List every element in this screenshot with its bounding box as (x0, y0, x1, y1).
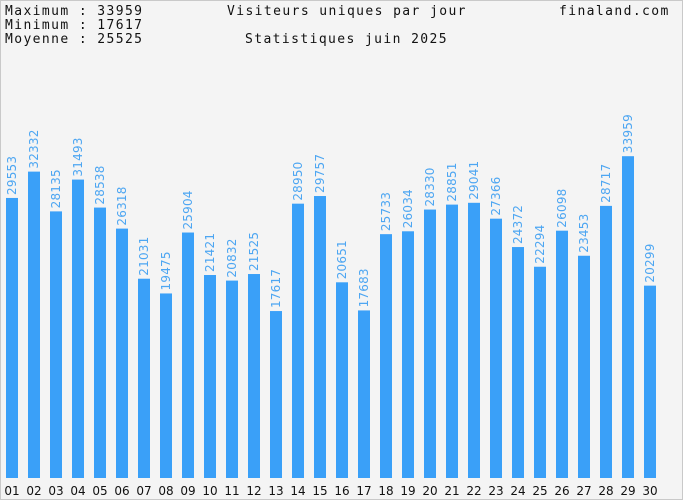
value-label-day-30: 20299 (643, 243, 657, 282)
x-tick-label-18: 18 (378, 484, 393, 498)
x-tick-label-21: 21 (444, 484, 459, 498)
value-label-day-23: 27366 (489, 176, 503, 215)
x-tick-label-23: 23 (488, 484, 503, 498)
bar-day-16 (336, 282, 348, 478)
x-tick-label-16: 16 (334, 484, 349, 498)
value-label-day-03: 28135 (49, 169, 63, 208)
bar-day-29 (622, 156, 634, 478)
value-label-day-02: 32332 (27, 129, 41, 168)
minimum-stat: Minimum : 17617 (5, 18, 144, 33)
x-tick-label-08: 08 (158, 484, 173, 498)
x-tick-label-13: 13 (268, 484, 283, 498)
value-label-day-17: 17683 (357, 268, 371, 307)
x-tick-label-24: 24 (510, 484, 525, 498)
x-tick-label-04: 04 (70, 484, 85, 498)
site-name: finaland.com (559, 4, 670, 19)
x-tick-label-29: 29 (620, 484, 635, 498)
x-tick-label-27: 27 (576, 484, 591, 498)
maximum-stat: Maximum : 33959 (5, 4, 144, 19)
x-tick-label-01: 01 (4, 484, 19, 498)
bar-day-07 (138, 278, 150, 478)
bar-day-14 (292, 203, 304, 478)
bar-day-02 (28, 171, 40, 478)
value-label-day-11: 20832 (225, 238, 239, 277)
x-tick-label-11: 11 (224, 484, 239, 498)
value-label-day-13: 17617 (269, 269, 283, 308)
value-label-day-27: 23453 (577, 214, 591, 253)
x-tick-label-07: 07 (136, 484, 151, 498)
bar-day-26 (556, 230, 568, 478)
bar-day-25 (534, 266, 546, 478)
x-tick-label-05: 05 (92, 484, 107, 498)
bar-day-01 (6, 197, 18, 479)
value-label-day-14: 28950 (291, 161, 305, 200)
value-label-day-15: 29757 (313, 154, 327, 193)
value-label-day-08: 19475 (159, 251, 173, 290)
value-label-day-05: 28538 (93, 165, 107, 204)
value-label-day-29: 33959 (621, 114, 635, 153)
x-tick-label-14: 14 (290, 484, 305, 498)
value-label-day-07: 21031 (137, 237, 151, 276)
value-label-day-16: 20651 (335, 240, 349, 279)
bar-day-04 (72, 179, 84, 478)
value-label-day-25: 22294 (533, 225, 547, 264)
x-tick-label-20: 20 (422, 484, 437, 498)
x-tick-label-30: 30 (642, 484, 657, 498)
bar-day-09 (182, 232, 194, 478)
x-tick-label-17: 17 (356, 484, 371, 498)
bar-day-27 (578, 255, 590, 478)
bar-day-23 (490, 218, 502, 479)
bar-day-19 (402, 231, 414, 478)
value-label-day-26: 26098 (555, 189, 569, 228)
x-tick-label-03: 03 (48, 484, 63, 498)
x-tick-label-25: 25 (532, 484, 547, 498)
chart-subtitle: Statistiques juin 2025 (245, 32, 448, 47)
x-tick-label-19: 19 (400, 484, 415, 498)
bar-day-17 (358, 310, 370, 478)
value-label-day-18: 25733 (379, 192, 393, 231)
value-label-day-21: 28851 (445, 162, 459, 201)
value-label-day-06: 26318 (115, 186, 129, 225)
x-tick-label-28: 28 (598, 484, 613, 498)
bar-day-06 (116, 228, 128, 478)
bar-day-08 (160, 293, 172, 478)
bar-day-12 (248, 274, 260, 478)
x-tick-label-26: 26 (554, 484, 569, 498)
value-label-day-20: 28330 (423, 167, 437, 206)
bar-day-21 (446, 204, 458, 479)
bar-day-10 (204, 275, 216, 478)
x-tick-label-12: 12 (246, 484, 261, 498)
bar-day-11 (226, 280, 238, 478)
value-label-day-24: 24372 (511, 205, 525, 244)
x-tick-label-15: 15 (312, 484, 327, 498)
chart-title: Visiteurs uniques par jour (227, 4, 467, 19)
bar-day-24 (512, 247, 524, 478)
bar-day-03 (50, 211, 62, 478)
x-tick-label-02: 02 (26, 484, 41, 498)
value-label-day-28: 28717 (599, 164, 613, 203)
bar-day-15 (314, 196, 326, 478)
bar-day-22 (468, 202, 480, 479)
average-stat: Moyenne : 25525 (5, 32, 144, 47)
bar-day-20 (424, 209, 436, 478)
x-tick-label-10: 10 (202, 484, 217, 498)
bar-day-28 (600, 205, 612, 478)
value-label-day-10: 21421 (203, 233, 217, 272)
value-label-day-19: 26034 (401, 189, 415, 228)
x-tick-label-06: 06 (114, 484, 129, 498)
value-label-day-01: 29553 (5, 156, 19, 195)
value-label-day-22: 29041 (467, 161, 481, 200)
value-label-day-04: 31493 (71, 137, 85, 176)
x-tick-label-22: 22 (466, 484, 481, 498)
bar-day-13 (270, 311, 282, 478)
bar-day-05 (94, 207, 106, 478)
x-tick-label-09: 09 (180, 484, 195, 498)
value-label-day-09: 25904 (181, 190, 195, 229)
value-label-day-12: 21525 (247, 232, 261, 271)
bar-day-30 (644, 285, 656, 478)
bar-day-18 (380, 234, 392, 478)
